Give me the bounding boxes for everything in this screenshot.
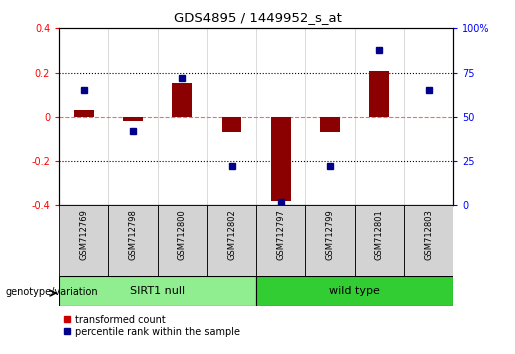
Text: GSM712803: GSM712803: [424, 209, 433, 260]
Bar: [369, 72, 389, 117]
Bar: [158, 205, 207, 276]
Bar: [271, 117, 290, 201]
Bar: [256, 205, 305, 276]
Bar: [222, 117, 242, 132]
Bar: [59, 205, 109, 276]
Bar: [355, 205, 404, 276]
Bar: [207, 205, 256, 276]
Text: wild type: wild type: [329, 286, 380, 296]
Bar: [59, 276, 256, 306]
Text: GSM712800: GSM712800: [178, 209, 187, 259]
Text: genotype/variation: genotype/variation: [5, 287, 98, 297]
Text: SIRT1 null: SIRT1 null: [130, 286, 185, 296]
Bar: [109, 205, 158, 276]
Bar: [320, 117, 340, 132]
Bar: [305, 205, 355, 276]
Legend: transformed count, percentile rank within the sample: transformed count, percentile rank withi…: [64, 315, 240, 337]
Bar: [173, 82, 192, 117]
Text: GSM712799: GSM712799: [325, 209, 335, 259]
Bar: [256, 276, 453, 306]
Bar: [74, 110, 94, 117]
Text: GSM712797: GSM712797: [277, 209, 285, 260]
Text: GSM712801: GSM712801: [375, 209, 384, 259]
Bar: [123, 117, 143, 121]
Bar: [404, 205, 453, 276]
Text: GSM712798: GSM712798: [129, 209, 138, 260]
Text: GSM712802: GSM712802: [227, 209, 236, 259]
Text: GSM712769: GSM712769: [79, 209, 89, 260]
Text: GDS4895 / 1449952_s_at: GDS4895 / 1449952_s_at: [174, 11, 341, 24]
